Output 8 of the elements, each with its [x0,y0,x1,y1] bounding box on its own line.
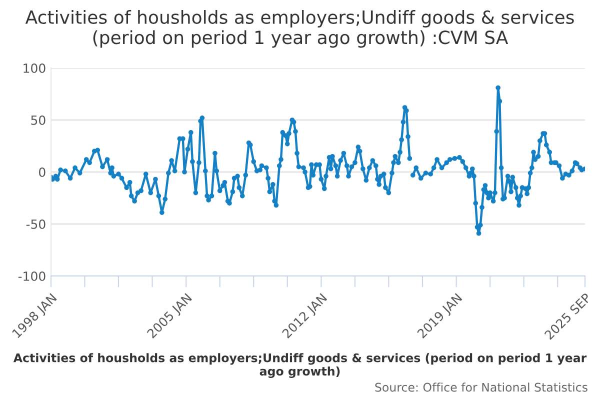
y-tick-label: 50 [31,115,46,125]
y-tick-label: -100 [18,271,46,281]
chart-title: Activities of housholds as employers;Undiff goods & services (period on period 1 year ago growth) :CVM SA [25,10,574,48]
source-note: Source: Office for National Statistics [375,382,588,392]
y-tick-label: 0 [39,167,46,177]
y-tick-label: -50 [26,219,46,229]
y-tick-label: 100 [24,63,46,73]
x-axis-title: Activities of housholds as employers;Undiff goods & services (period on period 1 year ago growth) [13,353,587,378]
